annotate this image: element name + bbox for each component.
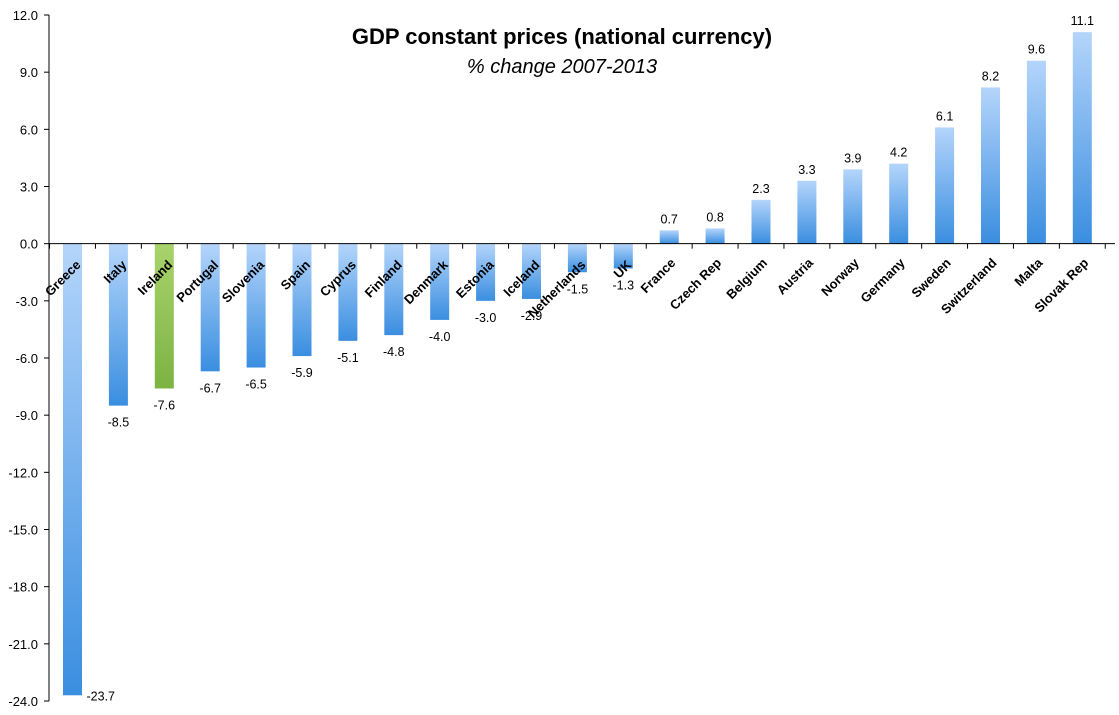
bars <box>63 32 1092 696</box>
bar-finland <box>384 243 404 336</box>
data-label-portugal: -6.7 <box>199 381 221 395</box>
bar-spain <box>292 243 312 357</box>
bar-cyprus <box>338 243 358 341</box>
y-axis: 12.0 9.0 6.0 3.0 0.0 -3.0 -6.0 -9.0 -12.0 -15.0 -1… <box>8 8 50 709</box>
y-tick-label: -12.0 <box>8 465 38 480</box>
data-label-austria: 3.3 <box>798 163 815 177</box>
data-labels: -23.7 -8.5 -7.6 -6.7 -6.5 -5.9 -5.1 -4.8 -4.0 -3.… <box>87 14 1095 703</box>
data-label-switzerland: 8.2 <box>982 69 999 83</box>
data-label-norway: 3.9 <box>844 151 861 165</box>
data-label-iceland: -2.9 <box>521 309 543 323</box>
bar-malta <box>1026 60 1046 244</box>
data-label-italy: -8.5 <box>108 416 130 430</box>
bar-ireland <box>154 243 174 389</box>
bar-portugal <box>200 243 220 372</box>
data-label-france: 0.7 <box>661 212 678 226</box>
bar-belgium <box>751 199 771 244</box>
x-axis-zero-line <box>49 243 1115 249</box>
y-tick-label: 3.0 <box>20 180 38 195</box>
y-tick-label: 12.0 <box>13 8 38 23</box>
data-label-germany: 4.2 <box>890 146 907 160</box>
data-label-belgium: 2.3 <box>752 182 769 196</box>
bar-norway <box>843 169 863 244</box>
y-tick-label: -3.0 <box>16 294 38 309</box>
bar-iceland <box>522 243 541 299</box>
category-label-malta: Malta <box>1011 255 1046 290</box>
category-label-germany: Germany <box>857 255 908 306</box>
y-tick-label: -6.0 <box>16 351 38 366</box>
bar-uk <box>613 243 633 269</box>
y-tick-label: -15.0 <box>8 523 38 538</box>
bar-switzerland <box>981 87 1000 244</box>
data-label-slovak-rep: 11.1 <box>1071 14 1094 28</box>
data-label-uk: -1.3 <box>613 278 635 292</box>
data-label-greece: -23.7 <box>87 689 116 703</box>
data-label-czech-rep: 0.8 <box>706 210 723 224</box>
y-tick-label: 0.0 <box>20 237 38 252</box>
category-label-belgium: Belgium <box>723 255 770 302</box>
y-tick-label: 9.0 <box>20 65 38 80</box>
data-label-malta: 9.6 <box>1028 43 1045 57</box>
data-label-denmark: -4.0 <box>429 330 451 344</box>
data-label-sweden: 6.1 <box>936 109 953 123</box>
bar-netherlands <box>567 243 587 273</box>
data-label-cyprus: -5.1 <box>337 351 359 365</box>
data-label-spain: -5.9 <box>291 366 313 380</box>
category-label-austria: Austria <box>774 255 817 298</box>
data-label-netherlands: -1.5 <box>567 282 589 296</box>
y-tick-label: 6.0 <box>20 122 38 137</box>
bar-slovenia <box>246 243 266 368</box>
y-tick-label: -18.0 <box>8 580 38 595</box>
bar-estonia <box>476 243 496 301</box>
data-label-estonia: -3.0 <box>475 311 497 325</box>
bar-czech-rep <box>705 228 725 244</box>
data-label-ireland: -7.6 <box>154 398 176 412</box>
y-tick-label: -21.0 <box>8 637 38 652</box>
bar-greece <box>63 243 82 696</box>
bar-slovak-rep <box>1072 32 1092 244</box>
category-label-france: France <box>638 255 679 296</box>
data-label-finland: -4.8 <box>383 345 405 359</box>
data-label-slovenia: -6.5 <box>245 378 267 392</box>
category-label-sweden: Sweden <box>908 255 953 300</box>
bar-sweden <box>935 127 955 244</box>
bar-italy <box>108 243 128 406</box>
bar-germany <box>889 163 909 244</box>
y-tick-label: -24.0 <box>8 694 38 709</box>
bar-denmark <box>430 243 450 320</box>
category-label-norway: Norway <box>818 255 862 299</box>
chart-subtitle: % change 2007-2013 <box>467 56 657 78</box>
y-tick-label: -9.0 <box>16 408 38 423</box>
bar-france <box>659 230 679 244</box>
bar-austria <box>797 180 817 244</box>
chart-title: GDP constant prices (national currency) <box>352 24 772 49</box>
